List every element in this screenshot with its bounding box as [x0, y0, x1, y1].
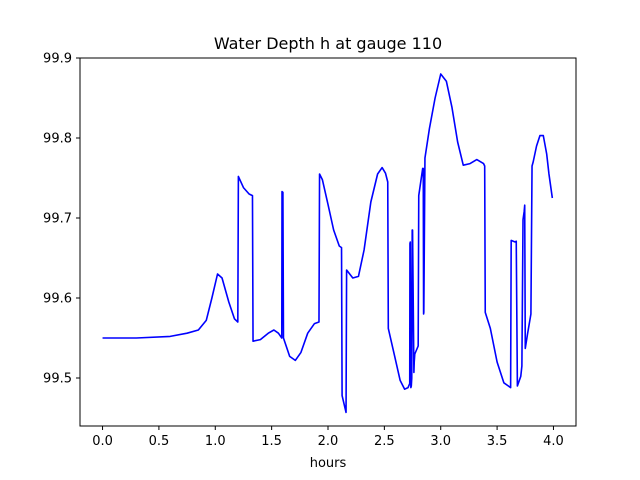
plot-area — [102, 73, 554, 414]
chart-title: Water Depth h at gauge 110 — [214, 34, 442, 53]
axes-frame — [79, 57, 577, 427]
x-tick-label: 0.5 — [149, 434, 170, 449]
y-tick-label: 99.7 — [43, 212, 72, 227]
x-tick-label: 2.0 — [318, 434, 339, 449]
x-tick-label: 1.0 — [205, 434, 226, 449]
y-tick-label: 99.6 — [43, 292, 72, 307]
x-axis-label: hours — [310, 456, 347, 471]
x-tick-label: 3.5 — [487, 434, 508, 449]
x-tick-label: 1.5 — [261, 434, 282, 449]
y-tick-label: 99.5 — [43, 372, 72, 387]
y-axis: 99.5 99.6 99.7 99.8 99.9 — [43, 52, 80, 387]
y-tick-label: 99.8 — [43, 132, 72, 147]
x-tick-label: 0.0 — [92, 434, 113, 449]
series-line-0 — [102, 73, 554, 414]
x-axis: 0.0 0.5 1.0 1.5 2.0 2.5 3.0 3.5 4.0 — [92, 426, 564, 449]
y-tick-label: 99.9 — [43, 52, 72, 67]
x-tick-label: 3.0 — [430, 434, 451, 449]
x-tick-label: 2.5 — [374, 434, 395, 449]
x-tick-label: 4.0 — [543, 434, 564, 449]
